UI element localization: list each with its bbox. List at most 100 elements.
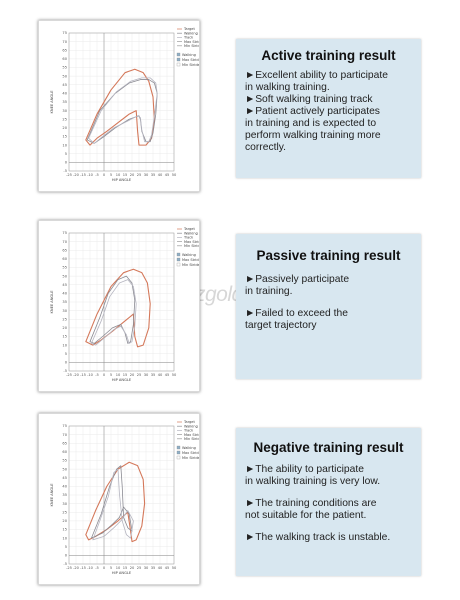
legend-check-label: Min Stride <box>182 263 199 267</box>
y-tick-label: 20 <box>62 126 67 130</box>
y-tick-label: 65 <box>62 48 67 52</box>
x-tick-label: 10 <box>116 373 121 377</box>
y-tick-label: 35 <box>62 493 67 497</box>
x-tick-label: 15 <box>123 373 128 377</box>
x-tick-label: -5 <box>95 173 99 177</box>
x-tick-label: 35 <box>151 373 156 377</box>
y-tick-label: 65 <box>62 441 67 445</box>
y-tick-label: 70 <box>62 433 67 437</box>
legend-check-label: Max Stride <box>182 58 199 62</box>
chart-svg-negative: -25 -20 -15 -10 -5 0 5 10 15 20 25 30 35 40 45 50-50510… <box>50 420 199 575</box>
legend-entry: Target <box>183 227 195 231</box>
legend-checkbox <box>176 257 181 262</box>
legend-entry: Max Stride <box>184 433 199 437</box>
x-axis-label: HIP ANGLE <box>112 378 132 382</box>
panel-passive: -25 -20 -15 -10 -5 0 5 10 15 20 25 30 35 40 45 50 -5 0 5 10… <box>0 200 460 400</box>
legend-entry: Max Stride <box>184 240 199 244</box>
bullet-list: ►Passively participate in training. ►Fai… <box>236 268 421 332</box>
y-tick-label: 0 <box>65 161 68 165</box>
y-tick-label: 5 <box>65 545 67 549</box>
legend-entry: Max Stride <box>184 40 199 44</box>
y-tick-label: 40 <box>62 292 67 296</box>
x-tick-label: 25 <box>137 173 142 177</box>
y-tick-label: 45 <box>62 476 67 480</box>
y-tick-label: 10 <box>62 343 67 347</box>
legend-entry: Walking <box>184 31 198 35</box>
panel-active: -25 -20 -15 -10 -5 0 5 10 15 20 25 30 35 40 45 50 -5 0 5 10… <box>0 0 460 200</box>
x-tick-label: 10 <box>116 566 121 570</box>
x-tick-label: 30 <box>144 373 149 377</box>
legend-check-label: Min Stride <box>182 63 199 67</box>
bullet-item: ►Passively participate in training. <box>245 274 350 297</box>
y-tick-label: 40 <box>62 92 67 96</box>
legend-check-label: Min Stride <box>182 456 199 460</box>
x-tick-label: -20 <box>73 173 80 177</box>
y-tick-label: 55 <box>62 266 67 270</box>
series-line-walking <box>86 79 158 144</box>
x-tick-label: 40 <box>158 173 163 177</box>
bullet-item: ►The training conditions are not suitabl… <box>245 498 377 521</box>
y-tick-label: 25 <box>62 510 67 514</box>
x-tick-label: 5 <box>110 566 112 570</box>
y-tick-label: -5 <box>63 369 67 373</box>
x-tick-label: 45 <box>165 373 170 377</box>
x-tick-label: 25 <box>137 373 142 377</box>
x-tick-label: 20 <box>130 173 135 177</box>
legend-check-label: Walking <box>182 446 196 450</box>
legend-checkbox <box>176 52 181 57</box>
series-line-target <box>85 68 155 146</box>
x-tick-label: -25 <box>66 173 72 177</box>
y-axis-label: KNEE ANGLE <box>50 90 54 114</box>
y-tick-label: 60 <box>62 57 67 61</box>
bullet-list: ►The ability to participate in walking t… <box>236 460 421 544</box>
legend-checkbox <box>176 252 181 257</box>
legend-check-label: Max Stride <box>182 258 199 262</box>
x-tick-label: -15 <box>80 173 86 177</box>
x-tick-label: 0 <box>103 566 106 570</box>
legend-entry: Target <box>183 27 195 31</box>
y-tick-label: 5 <box>65 352 67 356</box>
plot-frame <box>68 425 175 565</box>
legend-checkbox <box>176 455 181 460</box>
y-tick-label: 15 <box>62 335 67 339</box>
y-tick-label: 15 <box>62 528 67 532</box>
bullet-item: ►The walking track is unstable. <box>245 532 391 543</box>
plot-frame <box>68 232 175 372</box>
bullet-item: ►Failed to exceed the target trajectory <box>245 308 348 331</box>
x-tick-label: 45 <box>165 173 170 177</box>
x-tick-label: 50 <box>172 173 177 177</box>
info-box-passive: Passive training result ►Passively parti… <box>236 234 421 379</box>
y-tick-label: 35 <box>62 300 67 304</box>
y-tick-label: 60 <box>62 450 67 454</box>
y-axis-label: KNEE ANGLE <box>50 483 54 507</box>
series-line-track <box>88 77 158 144</box>
x-tick-label: 20 <box>130 373 135 377</box>
y-tick-label: 60 <box>62 257 67 261</box>
series-line-walking <box>89 275 136 344</box>
y-tick-label: 30 <box>62 309 67 313</box>
legend-entry: Track <box>183 429 194 433</box>
y-tick-label: 75 <box>62 31 67 35</box>
x-tick-label: -10 <box>87 566 94 570</box>
x-tick-label: 15 <box>123 566 128 570</box>
x-tick-label: -5 <box>95 566 99 570</box>
gait-chart-active: -25 -20 -15 -10 -5 0 5 10 15 20 25 30 35 40 45 50 -5 0 5 10… <box>38 20 200 192</box>
chart-svg-active: -25 -20 -15 -10 -5 0 5 10 15 20 25 30 35 40 45 50-50510… <box>50 27 199 182</box>
y-tick-label: 20 <box>62 326 67 330</box>
x-tick-label: 5 <box>110 373 112 377</box>
y-tick-label: 75 <box>62 231 67 235</box>
x-tick-label: 35 <box>151 566 156 570</box>
y-tick-label: 10 <box>62 143 67 147</box>
x-tick-label: -10 <box>87 173 94 177</box>
y-tick-label: 25 <box>62 317 67 321</box>
x-tick-label: -25 <box>66 566 72 570</box>
x-tick-label: 25 <box>137 566 142 570</box>
x-tick-label: 35 <box>151 173 156 177</box>
y-tick-label: 30 <box>62 502 67 506</box>
y-tick-label: 65 <box>62 248 67 252</box>
y-tick-label: 40 <box>62 485 67 489</box>
y-tick-label: 70 <box>62 40 67 44</box>
x-tick-label: 10 <box>116 173 121 177</box>
legend-check-label: Max Stride <box>182 451 199 455</box>
x-tick-label: 40 <box>158 566 163 570</box>
